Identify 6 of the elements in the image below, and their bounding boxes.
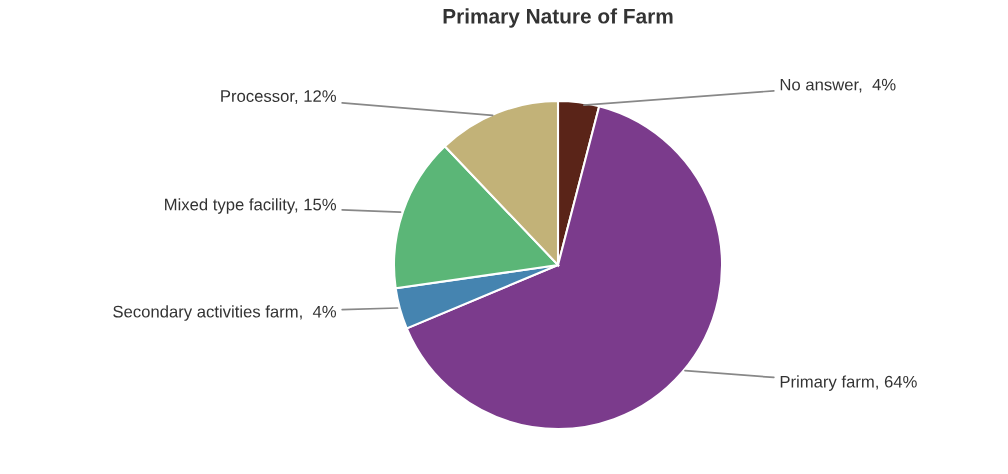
slice-label: Primary farm, 64%	[780, 375, 917, 391]
slice-label: Mixed type facility, 15%	[165, 198, 337, 214]
chart-title: Primary Nature of Farm	[443, 8, 673, 28]
slice-label: Secondary activities farm, 4%	[113, 305, 337, 321]
slice-label: Processor, 12%	[221, 90, 337, 104]
slice-label: No answer, 4%	[780, 78, 896, 93]
